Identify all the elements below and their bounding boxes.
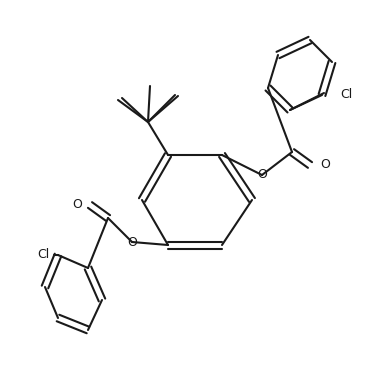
Text: Cl: Cl [340, 89, 352, 101]
Text: O: O [320, 158, 330, 172]
Text: O: O [127, 235, 137, 249]
Text: Cl: Cl [38, 249, 50, 261]
Text: O: O [257, 168, 267, 182]
Text: O: O [72, 198, 82, 212]
